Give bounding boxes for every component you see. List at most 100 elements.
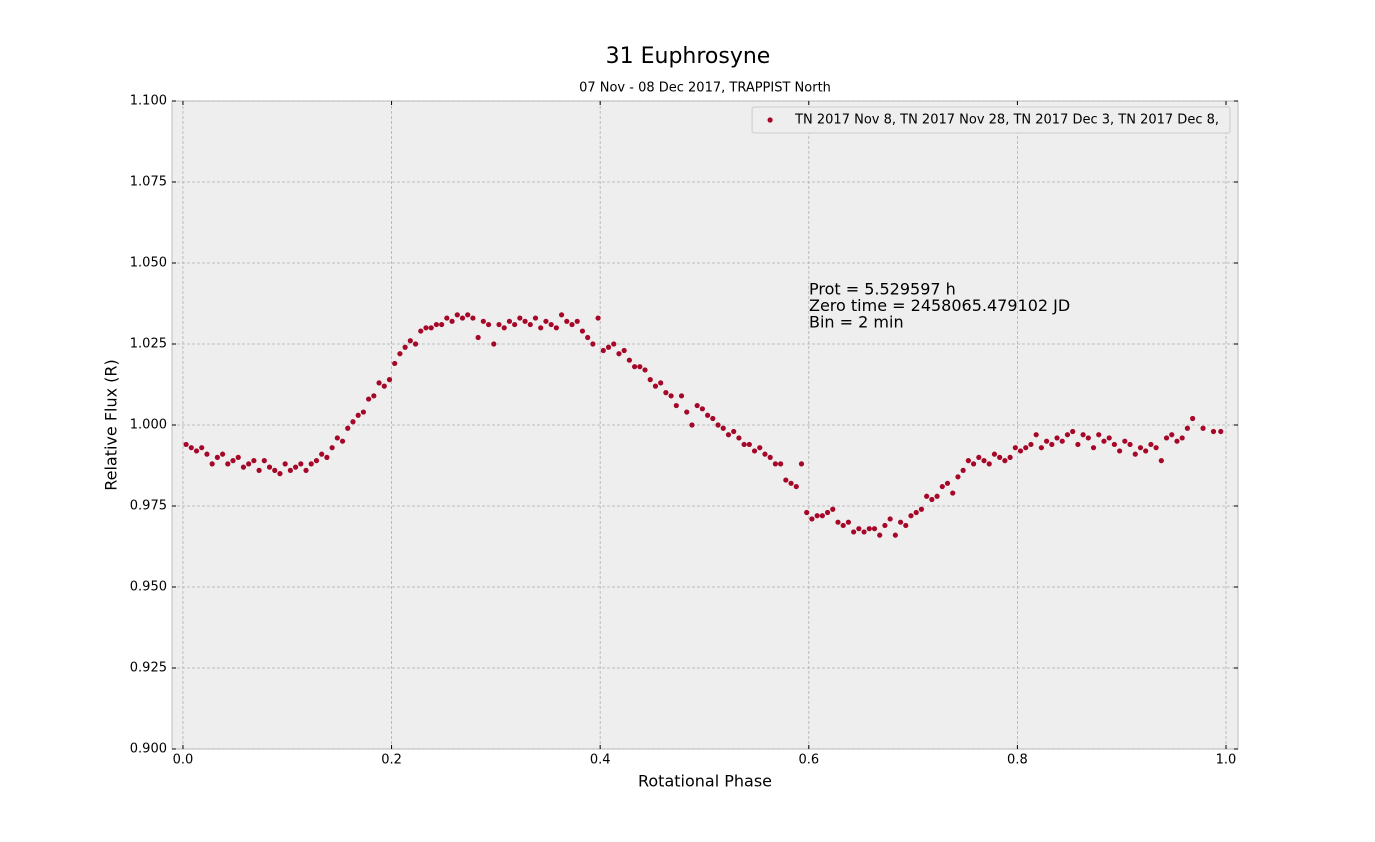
y-tick-label: 1.100 xyxy=(130,94,167,109)
data-point xyxy=(1043,438,1050,444)
data-point xyxy=(465,312,471,318)
data-point xyxy=(193,448,200,454)
data-point xyxy=(266,464,273,470)
data-point xyxy=(892,532,898,538)
data-point xyxy=(412,341,419,347)
x-tick-label: 1.0 xyxy=(1216,753,1237,768)
data-point xyxy=(950,490,956,496)
data-point xyxy=(527,321,533,328)
data-point xyxy=(1137,445,1144,451)
data-point xyxy=(882,522,888,529)
data-point xyxy=(830,506,836,512)
data-point xyxy=(1127,441,1133,448)
data-point xyxy=(877,532,883,538)
data-point xyxy=(313,458,320,464)
data-point xyxy=(663,390,669,396)
data-point xyxy=(804,509,810,516)
x-tick-label: 0.8 xyxy=(1007,753,1028,768)
data-point xyxy=(334,435,340,441)
data-point xyxy=(642,367,648,373)
data-point xyxy=(272,467,278,473)
data-point xyxy=(433,321,440,328)
y-tick-label: 0.900 xyxy=(130,742,167,757)
x-axis-label: Rotational Phase xyxy=(638,772,772,791)
data-point xyxy=(1210,428,1217,435)
data-point xyxy=(501,325,507,331)
x-tick-label: 0.4 xyxy=(590,753,611,768)
legend-box xyxy=(751,106,1231,134)
data-point xyxy=(277,471,283,477)
data-point xyxy=(595,315,601,321)
data-point xyxy=(1038,445,1044,451)
data-point xyxy=(256,467,262,473)
data-point xyxy=(1028,441,1034,448)
data-point xyxy=(840,522,846,529)
data-point xyxy=(1184,425,1191,431)
data-point xyxy=(1190,415,1196,422)
data-point xyxy=(965,458,971,464)
data-point xyxy=(908,513,914,519)
data-point xyxy=(496,321,502,328)
data-point xyxy=(809,516,815,522)
data-point xyxy=(470,315,476,321)
data-point xyxy=(225,461,231,467)
data-point xyxy=(762,451,768,457)
data-point xyxy=(517,315,523,321)
data-point xyxy=(506,318,513,324)
data-point xyxy=(699,406,705,412)
data-point xyxy=(590,341,596,347)
data-point xyxy=(861,529,867,535)
data-point xyxy=(960,467,966,473)
data-point xyxy=(428,325,434,331)
data-point xyxy=(345,425,351,431)
data-point xyxy=(1075,441,1081,448)
data-point xyxy=(871,526,878,532)
data-point xyxy=(611,341,617,347)
data-point xyxy=(204,451,210,457)
data-point xyxy=(986,461,992,467)
x-tick-label: 0.6 xyxy=(798,753,819,768)
data-point xyxy=(308,461,314,467)
data-point xyxy=(324,454,330,460)
data-point xyxy=(929,496,935,503)
data-point xyxy=(371,393,377,399)
data-point xyxy=(1200,425,1206,431)
data-point xyxy=(647,377,653,383)
data-point xyxy=(392,360,398,367)
data-point xyxy=(1049,441,1055,448)
data-point xyxy=(376,380,382,386)
data-point xyxy=(235,454,241,460)
data-point xyxy=(543,318,549,324)
data-point xyxy=(303,467,309,473)
data-point xyxy=(261,458,267,464)
y-tick-label: 1.025 xyxy=(130,337,167,352)
data-point xyxy=(658,380,664,386)
data-point xyxy=(778,461,784,467)
data-point xyxy=(1122,438,1128,444)
data-point xyxy=(652,383,659,389)
data-point xyxy=(1096,432,1102,438)
data-point xyxy=(381,383,387,389)
data-point xyxy=(997,454,1003,460)
data-point xyxy=(1023,445,1029,451)
data-point xyxy=(668,393,674,399)
data-point xyxy=(689,422,695,428)
data-point xyxy=(981,458,987,464)
data-point xyxy=(558,312,565,318)
data-point xyxy=(1218,428,1224,435)
data-point xyxy=(553,325,559,331)
chart-subtitle: 07 Nov - 08 Dec 2017, TRAPPIST North xyxy=(579,81,831,96)
y-tick-label: 0.925 xyxy=(130,661,167,676)
legend-marker xyxy=(767,117,773,123)
data-point xyxy=(183,441,189,448)
data-point xyxy=(386,377,393,383)
data-point xyxy=(1090,445,1097,451)
data-point xyxy=(1106,435,1112,441)
data-point xyxy=(637,364,643,370)
data-point xyxy=(757,445,763,451)
data-point xyxy=(845,519,852,525)
data-point xyxy=(350,419,356,425)
data-point xyxy=(819,513,825,519)
data-point xyxy=(402,344,408,350)
